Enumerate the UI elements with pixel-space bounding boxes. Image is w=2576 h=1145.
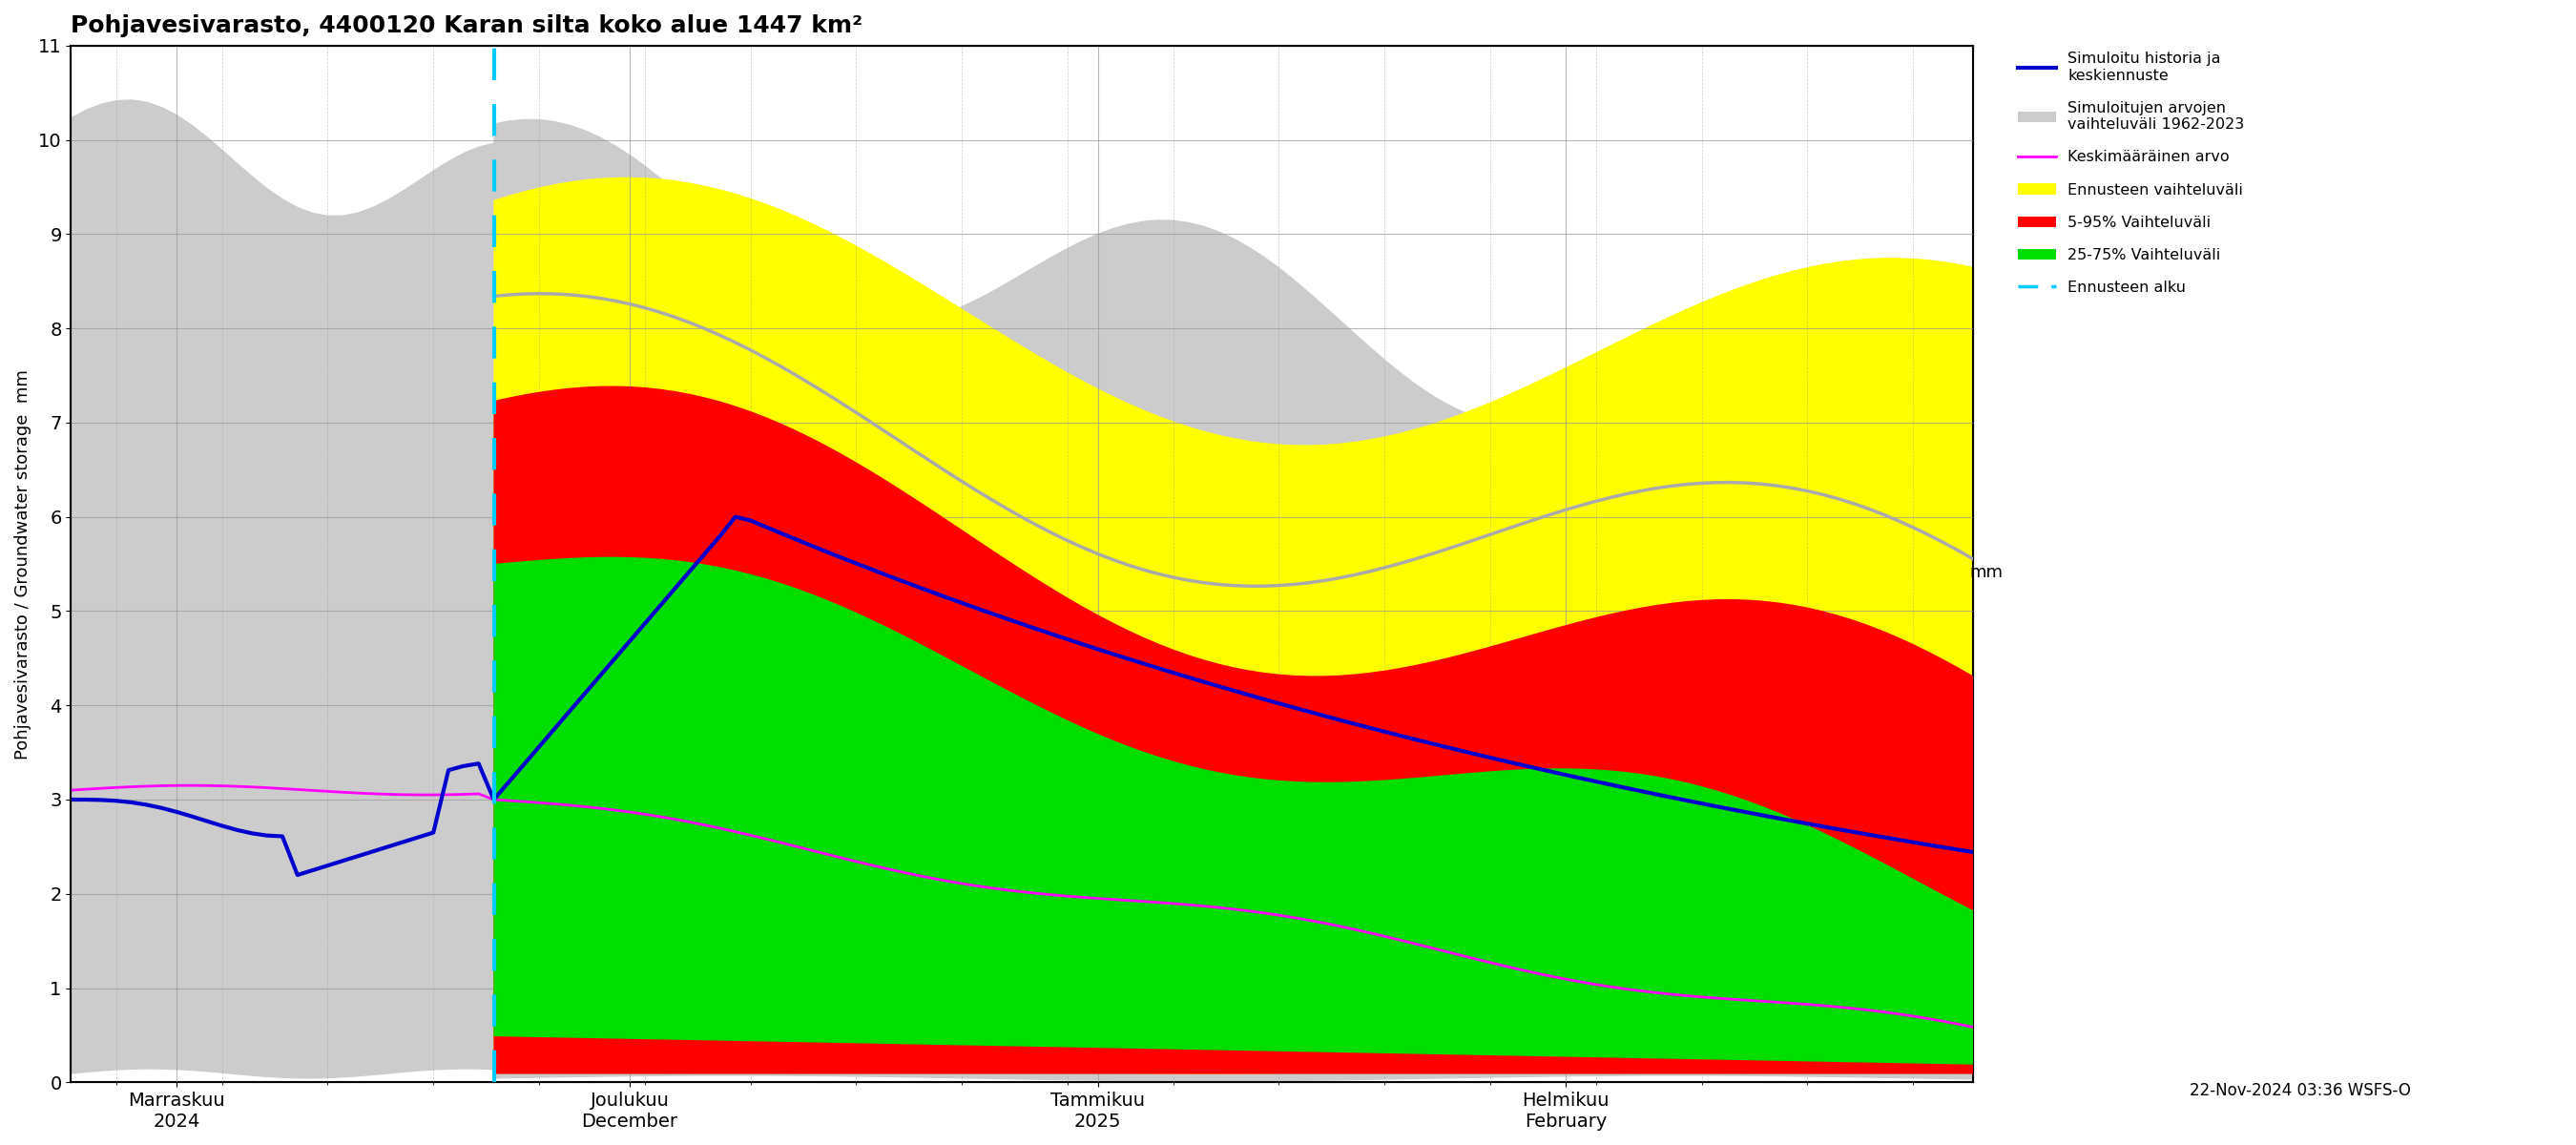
Text: Pohjavesivarasto, 4400120 Karan silta koko alue 1447 km²: Pohjavesivarasto, 4400120 Karan silta ko… — [72, 14, 863, 37]
Y-axis label: mm: mm — [1971, 564, 2004, 582]
Text: 22-Nov-2024 03:36 WSFS-O: 22-Nov-2024 03:36 WSFS-O — [2190, 1082, 2411, 1099]
Legend: Simuloitu historia ja
keskiennuste, Simuloitujen arvojen
vaihteluväli 1962-2023,: Simuloitu historia ja keskiennuste, Simu… — [2012, 46, 2251, 301]
Y-axis label: Pohjavesivarasto / Groundwater storage  mm: Pohjavesivarasto / Groundwater storage m… — [15, 369, 31, 759]
